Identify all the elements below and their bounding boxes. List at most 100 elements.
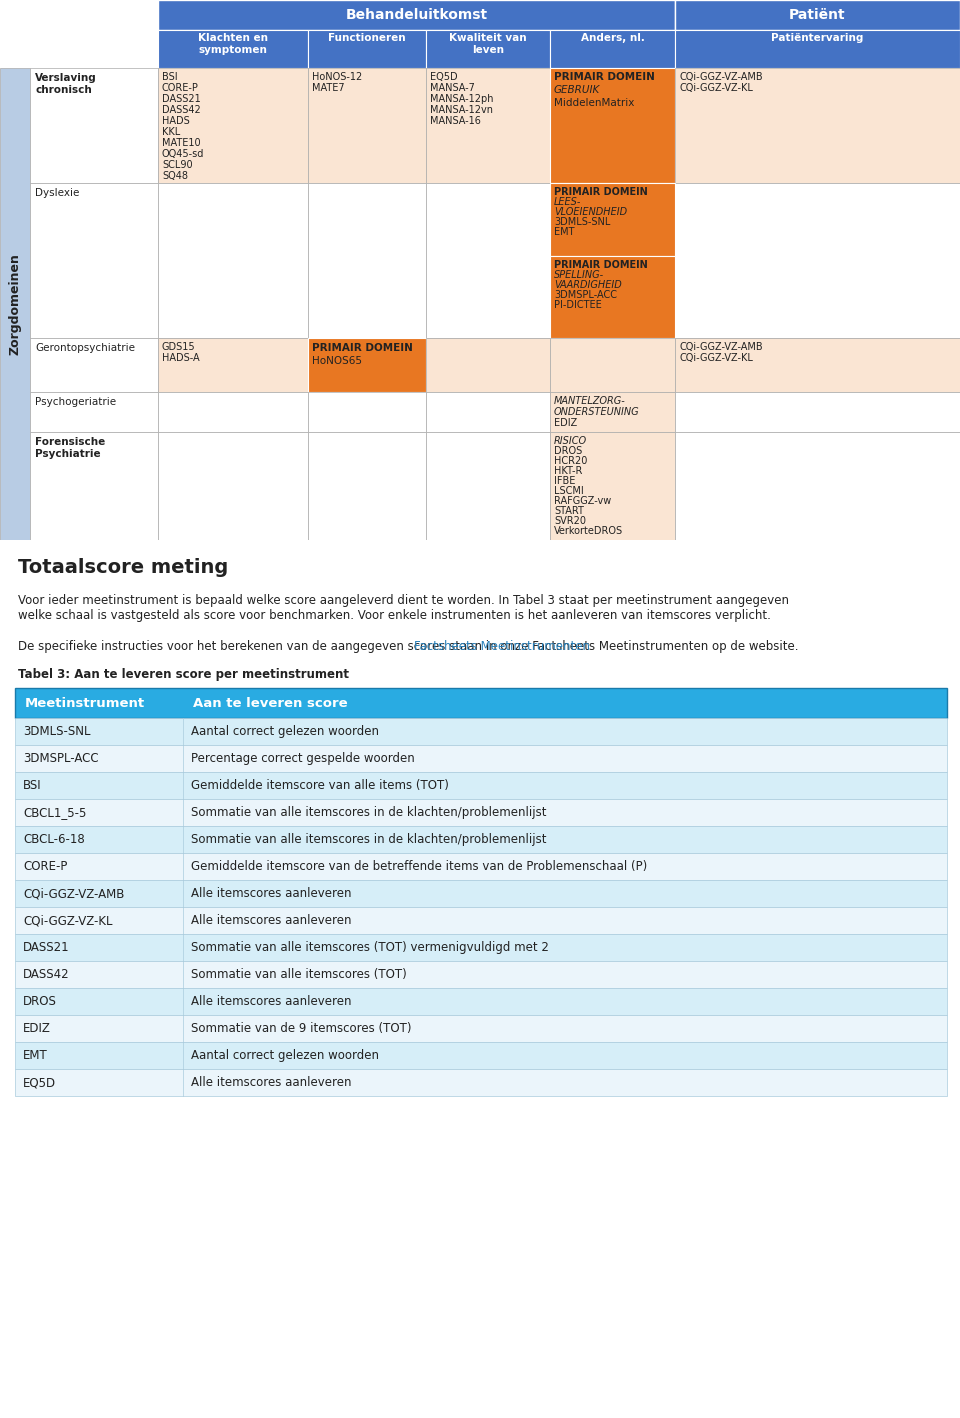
Bar <box>15 1042 947 1069</box>
Text: EQ5D: EQ5D <box>430 72 458 82</box>
Text: LEES-: LEES- <box>554 197 582 207</box>
Text: Anders, nl.: Anders, nl. <box>581 33 644 43</box>
Text: Meetinstrument: Meetinstrument <box>25 696 145 710</box>
Text: CQi-GGZ-VZ-AMB: CQi-GGZ-VZ-AMB <box>679 72 762 82</box>
Text: CQi-GGZ-VZ-AMB: CQi-GGZ-VZ-AMB <box>679 342 762 352</box>
Text: SCL90: SCL90 <box>162 160 193 170</box>
Bar <box>15 800 947 827</box>
Text: CBCL1_5-5: CBCL1_5-5 <box>23 807 86 820</box>
Bar <box>15 773 947 800</box>
Text: 3DMSPL-ACC: 3DMSPL-ACC <box>554 291 617 301</box>
Bar <box>675 183 960 337</box>
Text: LSCMI: LSCMI <box>554 486 584 496</box>
Bar <box>15 934 947 961</box>
Bar <box>426 337 550 393</box>
Text: RAFGGZ-vw: RAFGGZ-vw <box>554 496 612 506</box>
Text: RISICO: RISICO <box>554 437 588 447</box>
Text: Verslaving
chronisch: Verslaving chronisch <box>35 74 97 95</box>
Bar <box>15 746 947 773</box>
Bar <box>158 0 675 30</box>
Bar <box>30 432 158 540</box>
Bar <box>550 393 675 432</box>
Text: Sommatie van de 9 itemscores (TOT): Sommatie van de 9 itemscores (TOT) <box>191 1022 412 1035</box>
Text: PRIMAIR DOMEIN: PRIMAIR DOMEIN <box>554 72 655 82</box>
Bar <box>15 881 947 908</box>
Text: Zorgdomeinen: Zorgdomeinen <box>9 254 21 354</box>
Bar <box>158 68 308 183</box>
Bar <box>15 1015 947 1042</box>
Bar <box>15 827 947 854</box>
Text: DASS42: DASS42 <box>162 105 201 115</box>
Text: PI-DICTEE: PI-DICTEE <box>554 301 602 311</box>
Text: VAARDIGHEID: VAARDIGHEID <box>554 279 622 291</box>
Text: DASS42: DASS42 <box>23 968 70 981</box>
Text: CQi-GGZ-VZ-KL: CQi-GGZ-VZ-KL <box>679 353 753 363</box>
Bar <box>675 68 960 183</box>
Text: CORE-P: CORE-P <box>162 84 199 94</box>
Text: EQ5D: EQ5D <box>23 1076 56 1089</box>
Text: HoNOS-12: HoNOS-12 <box>312 72 362 82</box>
Text: Alle itemscores aanleveren: Alle itemscores aanleveren <box>191 915 351 927</box>
Bar <box>308 337 426 393</box>
Text: BSI: BSI <box>23 778 41 793</box>
Bar <box>15 961 947 988</box>
Bar <box>550 183 675 257</box>
Text: SPELLING-: SPELLING- <box>554 269 604 279</box>
Text: CQi-GGZ-VZ-AMB: CQi-GGZ-VZ-AMB <box>23 888 125 900</box>
Bar <box>15 718 947 746</box>
Text: HKT-R: HKT-R <box>554 467 583 476</box>
Text: MANSA-12ph: MANSA-12ph <box>430 94 493 104</box>
Text: KKL: KKL <box>162 128 180 138</box>
Bar <box>675 337 960 393</box>
Bar <box>30 393 158 432</box>
Text: Factsheets Meetinstrumenten: Factsheets Meetinstrumenten <box>415 641 590 654</box>
Text: IFBE: IFBE <box>554 476 575 486</box>
Text: Percentage correct gespelde woorden: Percentage correct gespelde woorden <box>191 752 415 766</box>
Text: DROS: DROS <box>554 447 583 457</box>
Text: ONDERSTEUNING: ONDERSTEUNING <box>554 407 639 417</box>
Text: Gemiddelde itemscore van alle items (TOT): Gemiddelde itemscore van alle items (TOT… <box>191 778 449 793</box>
Text: 3DMLS-SNL: 3DMLS-SNL <box>554 217 611 227</box>
Text: PRIMAIR DOMEIN: PRIMAIR DOMEIN <box>554 187 648 197</box>
Bar <box>426 68 550 183</box>
Text: VLOEIENDHEID: VLOEIENDHEID <box>554 207 627 217</box>
Bar <box>550 257 675 337</box>
Bar <box>426 393 550 432</box>
Bar <box>675 393 960 432</box>
Text: De specifieke instructies voor het berekenen van de aangegeven scores staan in o: De specifieke instructies voor het berek… <box>18 641 799 654</box>
Text: Totaalscore meting: Totaalscore meting <box>18 559 228 577</box>
Text: EMT: EMT <box>554 227 574 237</box>
Bar <box>675 432 960 540</box>
Text: Behandeluitkomst: Behandeluitkomst <box>346 9 488 23</box>
Text: CQi-GGZ-VZ-KL: CQi-GGZ-VZ-KL <box>679 84 753 94</box>
Text: DASS21: DASS21 <box>162 94 201 104</box>
Bar <box>30 68 158 183</box>
Text: Functioneren: Functioneren <box>328 33 406 43</box>
Text: Alle itemscores aanleveren: Alle itemscores aanleveren <box>191 995 351 1008</box>
Bar <box>550 30 675 68</box>
Bar <box>158 393 308 432</box>
Text: DROS: DROS <box>23 995 57 1008</box>
Bar <box>675 0 960 30</box>
Bar <box>426 432 550 540</box>
Text: SQ48: SQ48 <box>162 172 188 182</box>
Text: Sommatie van alle itemscores in de klachten/problemenlijst: Sommatie van alle itemscores in de klach… <box>191 834 546 847</box>
Bar <box>550 68 675 183</box>
Text: Alle itemscores aanleveren: Alle itemscores aanleveren <box>191 888 351 900</box>
Text: EMT: EMT <box>23 1049 48 1062</box>
Text: VerkorteDROS: VerkorteDROS <box>554 526 623 536</box>
Text: Gemiddelde itemscore van de betreffende items van de Problemenschaal (P): Gemiddelde itemscore van de betreffende … <box>191 861 647 873</box>
Bar <box>308 393 426 432</box>
Text: Tabel 3: Aan te leveren score per meetinstrument: Tabel 3: Aan te leveren score per meetin… <box>18 668 349 681</box>
Text: Aan te leveren score: Aan te leveren score <box>193 696 348 710</box>
Bar <box>158 30 308 68</box>
Bar <box>308 68 426 183</box>
Text: Dyslexie: Dyslexie <box>35 189 80 199</box>
Text: MANSA-16: MANSA-16 <box>430 116 481 126</box>
Text: Kwaliteit van
leven: Kwaliteit van leven <box>449 33 527 55</box>
Text: Aantal correct gelezen woorden: Aantal correct gelezen woorden <box>191 1049 379 1062</box>
Text: BSI: BSI <box>162 72 178 82</box>
Bar <box>158 337 308 393</box>
Text: MANSA-7: MANSA-7 <box>430 84 475 94</box>
Text: PRIMAIR DOMEIN: PRIMAIR DOMEIN <box>554 259 648 269</box>
